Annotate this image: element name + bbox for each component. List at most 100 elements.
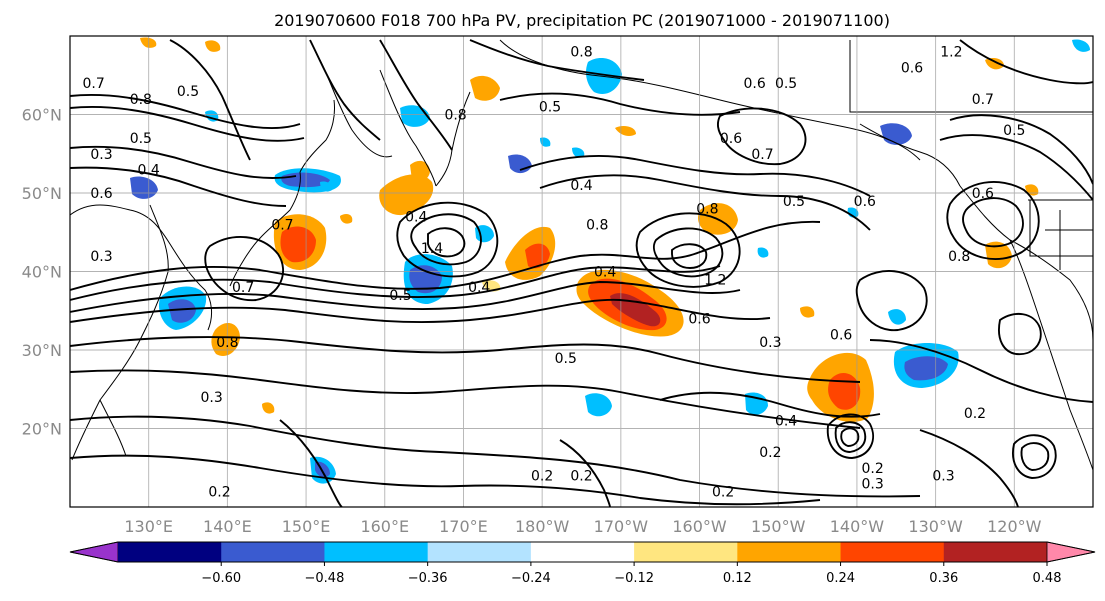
precip-patch [585,393,612,417]
contour-label: 0.5 [389,288,411,304]
pv-contour [1020,442,1050,471]
coastline-bering [499,39,721,101]
pv-contour [869,339,1093,403]
contour-label: 0.5 [783,194,805,210]
contour-label: 0.6 [972,186,994,202]
coastline-aleutian-east [859,123,961,187]
colorbar-tick-label: −0.48 [305,571,345,586]
contour-label: 0.3 [862,476,884,492]
contour-label: 0.6 [830,327,852,343]
contour-label: 0.7 [271,217,293,233]
precip-patch [280,226,316,263]
contour-label: 0.7 [751,147,773,163]
longitude-label: 130°W [908,517,963,536]
map-title: 2019070600 F018 700 hPa PV, precipitatio… [274,11,890,30]
pv-contour [671,243,708,269]
latitude-label: 60°N [22,106,62,125]
longitude-label: 170°E [439,517,488,536]
longitude-label: 180°W [515,517,570,536]
contour-label: 0.2 [208,484,230,500]
pv-contour [998,312,1042,356]
precip-patch [470,75,500,101]
precip-patch [615,126,636,136]
precip-patch [340,214,353,224]
map-frame [69,35,1094,508]
contour-label: 0.5 [130,131,152,147]
pv-contour [309,39,381,141]
pv-contour [559,439,611,507]
contour-label: 0.3 [90,147,112,163]
contour-label: 1.4 [421,241,443,257]
pv-contour [939,134,1093,201]
contour-label: 0.6 [688,312,710,328]
contour-label: 0.8 [696,202,718,218]
precip-patch [140,37,157,48]
colorbar-segment [118,542,222,562]
pv-contour [70,166,287,207]
contour-label: 0.5 [539,100,561,116]
contour-label: 0.8 [444,108,466,124]
pv-contour [946,181,1040,260]
contour-label: 0.8 [586,217,608,233]
precip-patch [262,402,275,414]
pv-contour [70,336,861,383]
colorbar-tick-label: 0.48 [1033,571,1062,586]
precip-patch [410,160,430,182]
precip-patch [757,247,769,258]
map-area: 0.7 0.8 0.5 0.5 0.3 0.4 0.6 0.3 0.7 0.7 0.8 0.3 0.2 0… [70,36,1093,507]
longitude-labels: 130°E 140°E 150°E 160°E 170°E 180°W 170°W 160°W… [124,517,1041,536]
contour-label: 0.2 [759,445,781,461]
contour-label: 0.7 [232,280,254,296]
pv-contour [70,94,301,130]
pv-contour [840,427,860,447]
pv-contour [379,39,453,151]
pv-contour [204,236,284,301]
contour-label: 1.2 [704,272,726,288]
contour-label: 0.6 [854,194,876,210]
pv-contour [70,265,721,301]
precip-patch [320,181,333,192]
pv-contour [659,391,881,418]
contour-label: 0.2 [712,484,734,500]
contour-label: 0.4 [594,265,616,281]
latitude-label: 50°N [22,184,62,203]
contour-label: 0.8 [570,45,592,61]
contour-label: 0.4 [138,162,160,178]
coastline-west-us [1009,239,1093,471]
latitude-label: 20°N [22,420,62,439]
colorbar-segment [324,542,429,562]
contour-labels: 0.7 0.8 0.5 0.5 0.3 0.4 0.6 0.3 0.7 0.7 0.8 0.3 0.2 0… [82,45,1025,501]
contour-label: 0.6 [90,186,112,202]
pv-contour [70,415,921,498]
border-alaska-canada [849,40,1093,113]
longitude-label: 170°W [594,517,649,536]
contour-label: 0.8 [948,249,970,265]
longitude-label: 140°W [830,517,885,536]
pv-contour [70,298,771,324]
latitude-labels: 60°N 50°N 40°N 30°N 20°N [22,106,62,439]
contour-label: 0.6 [743,76,765,92]
contour-label: 0.3 [90,249,112,265]
pv-contour [279,419,343,507]
precip-patch [409,265,442,294]
contour-label: 0.8 [216,335,238,351]
colorbar-segment [221,542,325,562]
precip-patch [379,174,434,216]
pv-contour [716,107,807,166]
latitude-label: 40°N [22,263,62,282]
colorbar-extend-low [69,541,119,563]
state-borders [1029,200,1093,257]
colorbar-segment [737,542,842,562]
pv-contour [70,454,821,506]
precip-patch [888,309,906,325]
precip-patch [572,147,585,158]
contour-label: 0.3 [759,335,781,351]
state-borders-inner [1045,210,1093,270]
pv-contour [396,201,499,278]
contour-label: 0.4 [405,210,427,226]
coastline-east-asia [70,204,213,331]
colorbar-tick-label: −0.36 [408,571,448,586]
colorbar-tick-label: −0.24 [511,571,551,586]
pv-contour [635,212,741,288]
precip-patch [168,299,196,323]
